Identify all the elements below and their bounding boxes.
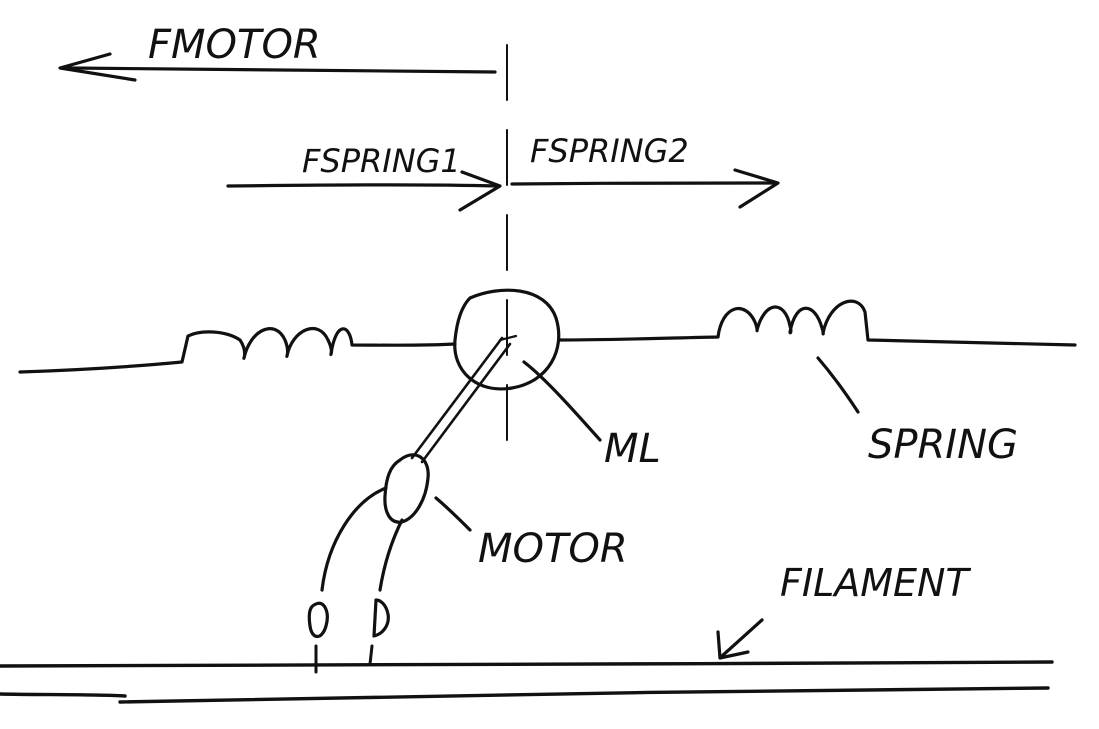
ml-circle <box>453 288 561 391</box>
spring-pointer <box>816 356 860 414</box>
ml-label: ML <box>604 426 661 472</box>
filament-arrow <box>716 618 764 660</box>
filament-label: FILAMENT <box>780 561 971 605</box>
spring2-force-label: FSPRING2 <box>530 132 689 170</box>
left-spring <box>18 326 457 374</box>
motor-force-arrow <box>58 52 497 82</box>
spring2-force-arrow <box>510 168 780 209</box>
filament <box>0 660 1054 704</box>
motor-pointer <box>434 496 472 532</box>
motor-head <box>383 453 430 524</box>
right-spring <box>558 299 1077 347</box>
spring1-force-label: FSPRING1 <box>302 142 461 180</box>
motor-legs <box>307 486 404 674</box>
spring-label: SPRING <box>868 422 1018 468</box>
spring1-force-arrow <box>226 170 502 212</box>
motor-force-label: FMOTOR <box>148 22 321 68</box>
ml-pointer <box>522 360 602 442</box>
motor-lever-arm <box>410 334 518 464</box>
motor-label: MOTOR <box>478 526 628 572</box>
